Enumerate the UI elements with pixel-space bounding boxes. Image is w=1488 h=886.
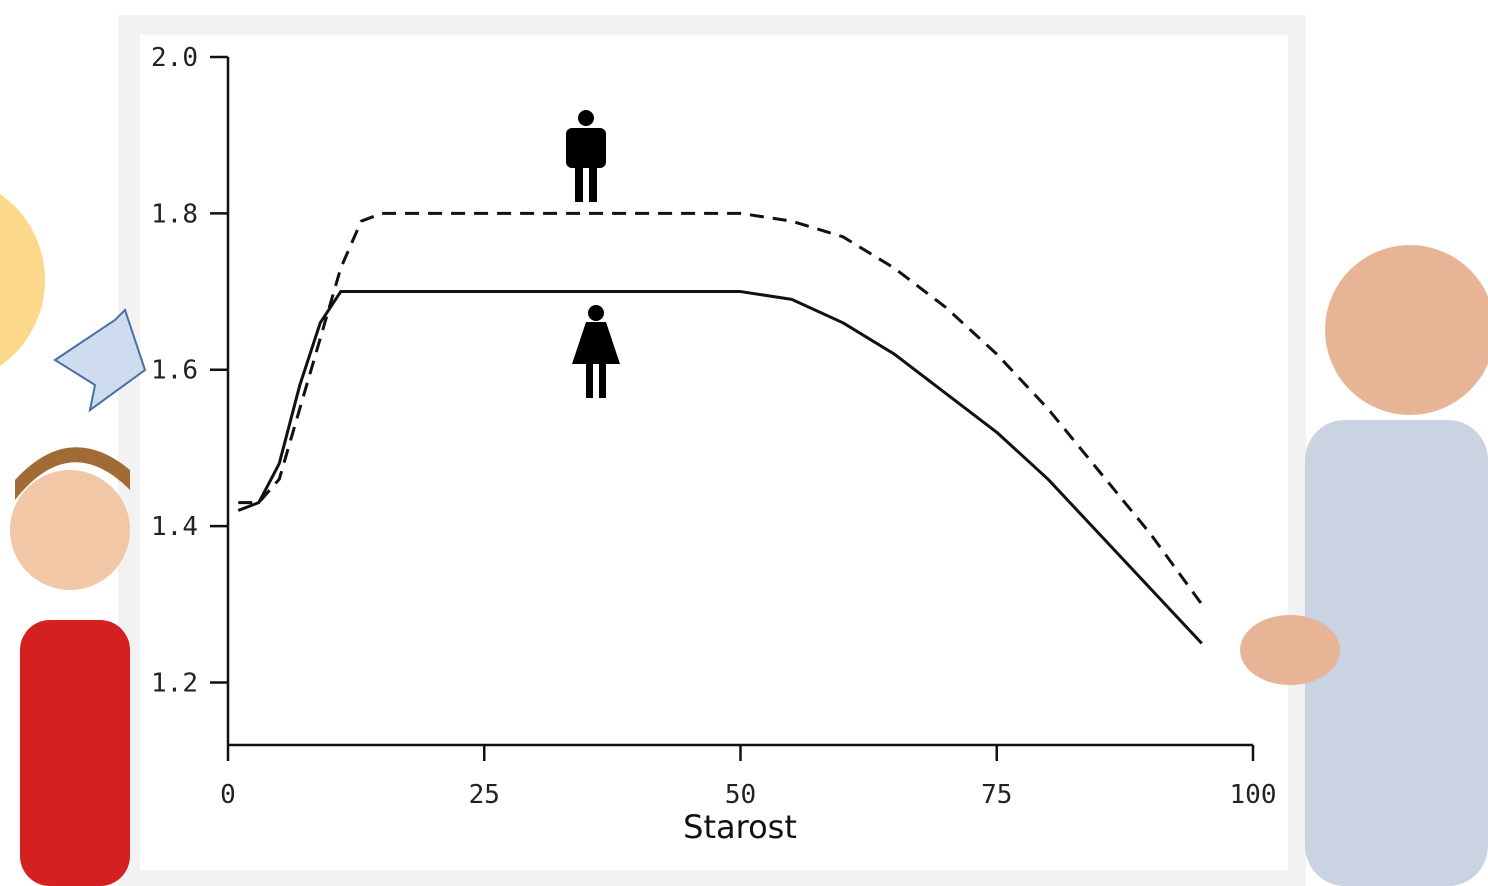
- chart: Starost 1.2 1.4 1.6 1.8 2.0 0 25 50 75 100: [0, 0, 1488, 886]
- sun-circle: [0, 175, 45, 385]
- x-tick-label: 75: [981, 780, 1012, 810]
- y-tick-label: 2.0: [151, 43, 198, 73]
- x-tick-label: 50: [725, 780, 756, 810]
- y-tick-label: 1.8: [151, 199, 198, 229]
- x-tick-label: 100: [1230, 780, 1277, 810]
- boy-photo: [10, 447, 130, 886]
- x-tick-label: 25: [469, 780, 500, 810]
- x-axis-label: Starost: [683, 808, 797, 846]
- y-tick-label: 1.4: [151, 512, 198, 542]
- x-tick-label: 0: [220, 780, 236, 810]
- y-tick-label: 1.6: [151, 356, 198, 386]
- y-tick-label: 1.2: [151, 668, 198, 698]
